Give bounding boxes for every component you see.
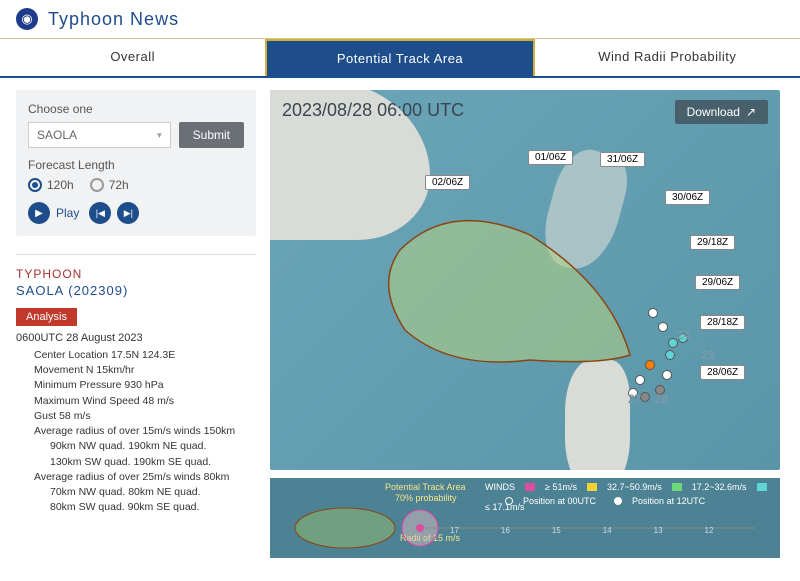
control-panel: Choose one SAOLA ▾ Submit Forecast Lengt… <box>16 90 256 236</box>
tab-bar: Overall Potential Track Area Wind Radii … <box>0 38 800 78</box>
analysis-line: Maximum Wind Speed 48 m/s <box>34 394 256 409</box>
typhoon-category: TYPHOON <box>16 267 256 281</box>
analysis-line: 70km NW quad. 80km NE quad. <box>34 485 256 500</box>
legend-track-label: Potential Track Area <box>385 482 466 492</box>
analysis-line: 130km SW quad. 190km SE quad. <box>34 455 256 470</box>
winds-label: WINDS <box>485 482 515 492</box>
forecast-time-label: 01/06Z <box>528 150 573 165</box>
position-marker <box>648 308 658 318</box>
select-value: SAOLA <box>37 128 77 142</box>
map-legend: Potential Track Area 70% probability WIN… <box>270 478 780 558</box>
external-link-icon: ↗ <box>746 105 756 119</box>
next-button[interactable]: ▶| <box>117 202 139 224</box>
play-button[interactable]: ▶ <box>28 202 50 224</box>
lat-label: 24 <box>677 328 690 342</box>
forecast-time-label: 28/18Z <box>700 315 745 330</box>
analysis-badge: Analysis <box>16 308 77 326</box>
forecast-label: Forecast Length <box>28 158 244 172</box>
page-title: Typhoon News <box>48 9 179 30</box>
submit-button[interactable]: Submit <box>179 122 244 148</box>
forecast-time-label: 31/06Z <box>600 152 645 167</box>
radio-120h[interactable]: 120h <box>28 178 74 192</box>
position-marker <box>640 392 650 402</box>
prev-button[interactable]: |◀ <box>89 202 111 224</box>
analysis-details: Center Location 17.5N 124.3EMovement N 1… <box>16 348 256 515</box>
forecast-time-label: 02/06Z <box>425 175 470 190</box>
analysis-line: Movement N 15km/hr <box>34 363 256 378</box>
analysis-line: Average radius of over 15m/s winds 150km <box>34 424 256 439</box>
lon-label: 27 <box>628 392 641 406</box>
analysis-line: Average radius of over 25m/s winds 80km <box>34 470 256 485</box>
position-marker <box>635 375 645 385</box>
typhoon-logo-icon: ◉ <box>16 8 38 30</box>
download-label: Download <box>687 105 740 119</box>
analysis-line: 90km NW quad. 190km NE quad. <box>34 439 256 454</box>
forecast-time-label: 30/06Z <box>665 190 710 205</box>
analysis-time: 0600UTC 28 August 2023 <box>16 332 256 344</box>
radio-120h-label: 120h <box>47 178 74 192</box>
forecast-cone <box>380 205 640 375</box>
typhoon-select[interactable]: SAOLA ▾ <box>28 122 171 148</box>
position-marker <box>645 360 655 370</box>
forecast-time-label: 29/18Z <box>690 235 735 250</box>
position-marker <box>658 322 668 332</box>
radio-72h[interactable]: 72h <box>90 178 129 192</box>
position-marker <box>662 370 672 380</box>
position-marker <box>665 350 675 360</box>
tab-wind-radii[interactable]: Wind Radii Probability <box>535 39 800 76</box>
forecast-time-label: 28/06Z <box>700 365 745 380</box>
lon-label: 28 <box>655 392 668 406</box>
analysis-line: 80km SW quad. 90km SE quad. <box>34 500 256 515</box>
typhoon-name: SAOLA (202309) <box>16 283 256 298</box>
chevron-down-icon: ▾ <box>157 130 162 141</box>
landmass <box>565 360 630 470</box>
analysis-line: Center Location 17.5N 124.3E <box>34 348 256 363</box>
tab-overall[interactable]: Overall <box>0 39 265 76</box>
page-header: ◉ Typhoon News <box>0 0 800 38</box>
tab-potential-track[interactable]: Potential Track Area <box>265 39 534 76</box>
divider <box>16 254 256 255</box>
lat-label: 23 <box>702 348 715 362</box>
download-button[interactable]: Download ↗ <box>675 100 768 124</box>
radio-72h-label: 72h <box>109 178 129 192</box>
play-label: Play <box>56 206 79 220</box>
map-timestamp: 2023/08/28 06:00 UTC <box>282 100 464 121</box>
legend-prob: 70% probability <box>395 493 457 503</box>
forecast-time-label: 29/06Z <box>695 275 740 290</box>
track-map[interactable]: 2023/08/28 06:00 UTC Download ↗ 02/06Z 01… <box>270 90 780 470</box>
analysis-line: Gust 58 m/s <box>34 409 256 424</box>
radio-dot-icon <box>28 178 42 192</box>
radio-circle-icon <box>90 178 104 192</box>
analysis-line: Minimum Pressure 930 hPa <box>34 378 256 393</box>
choose-label: Choose one <box>28 102 244 116</box>
